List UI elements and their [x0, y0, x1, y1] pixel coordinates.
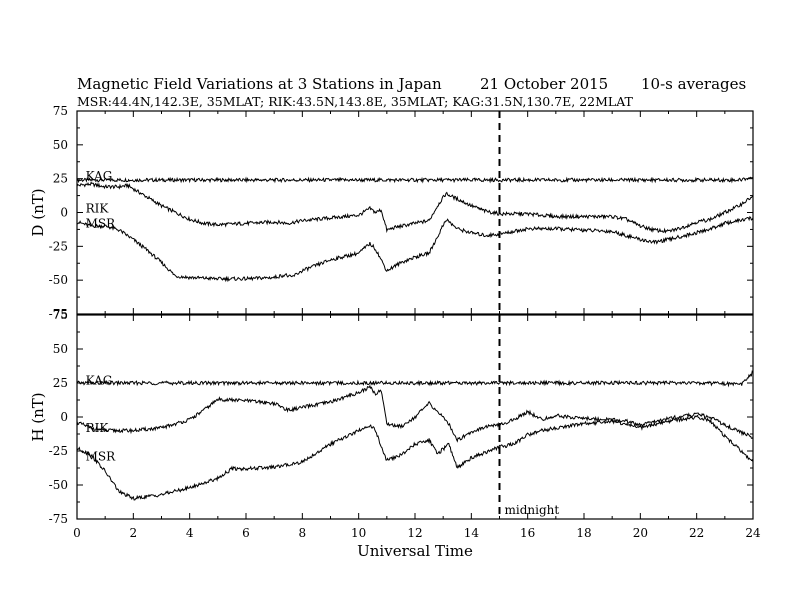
plot-frame [76, 110, 754, 315]
x-tick-label: 8 [299, 526, 307, 540]
series-kag-line [76, 370, 754, 388]
y-tick-label: -50 [49, 273, 68, 287]
y-tick-label: 0 [60, 410, 68, 424]
series-msr-label: MSR [86, 216, 117, 230]
series-rik-label: RIK [86, 201, 110, 215]
y-tick-label: 0 [60, 206, 68, 220]
y-tick-label: 75 [53, 308, 68, 322]
series-msr-line [76, 414, 754, 501]
series-kag-label: KAG [86, 373, 113, 387]
x-tick-label: 22 [689, 526, 704, 540]
y-tick-label: 25 [53, 376, 68, 390]
x-tick-label: 14 [464, 526, 480, 540]
chart-averaging: 10-s averages [641, 75, 746, 93]
station-coordinates: MSR:44.4N,142.3E, 35MLAT; RIK:43.5N,143.… [77, 94, 634, 109]
series-msr-line [76, 215, 754, 283]
y-tick-label: -25 [49, 239, 68, 253]
midnight-label: midnight [505, 503, 560, 517]
x-tick-label: 12 [407, 526, 422, 540]
y-tick-label: 75 [53, 104, 68, 118]
series-msr-label: MSR [86, 449, 117, 463]
x-tick-label: 0 [73, 526, 81, 540]
series-rik-label: RIK [86, 421, 110, 435]
y-tick-label: -75 [49, 307, 68, 321]
y-tick-label: -50 [49, 478, 68, 492]
series-kag-label: KAG [86, 169, 113, 183]
chart-date: 21 October 2015 [480, 75, 608, 93]
x-tick-label: 4 [186, 526, 194, 540]
x-tick-label: 20 [633, 526, 648, 540]
y-tick-label: -25 [49, 444, 68, 458]
midnight-marker: midnight [498, 111, 560, 519]
x-tick-label: 10 [351, 526, 366, 540]
x-tick-label: 18 [576, 526, 591, 540]
x-axis-label: Universal Time [357, 542, 473, 560]
chart-title: Magnetic Field Variations at 3 Stations … [77, 75, 442, 93]
x-tick-label: 2 [130, 526, 138, 540]
x-tick-label: 6 [242, 526, 250, 540]
y-tick-label: 25 [53, 172, 68, 186]
series-rik-line [76, 181, 754, 234]
y-axis-label: D (nT) [29, 188, 47, 236]
x-tick-label: 24 [745, 526, 761, 540]
y-tick-label: -75 [49, 512, 68, 526]
y-tick-label: 50 [53, 138, 68, 152]
y-tick-label: 50 [53, 342, 68, 356]
series-rik-line [76, 384, 754, 443]
x-tick-label: 16 [520, 526, 535, 540]
y-axis-label: H (nT) [29, 392, 47, 441]
series-kag-line [76, 176, 754, 184]
